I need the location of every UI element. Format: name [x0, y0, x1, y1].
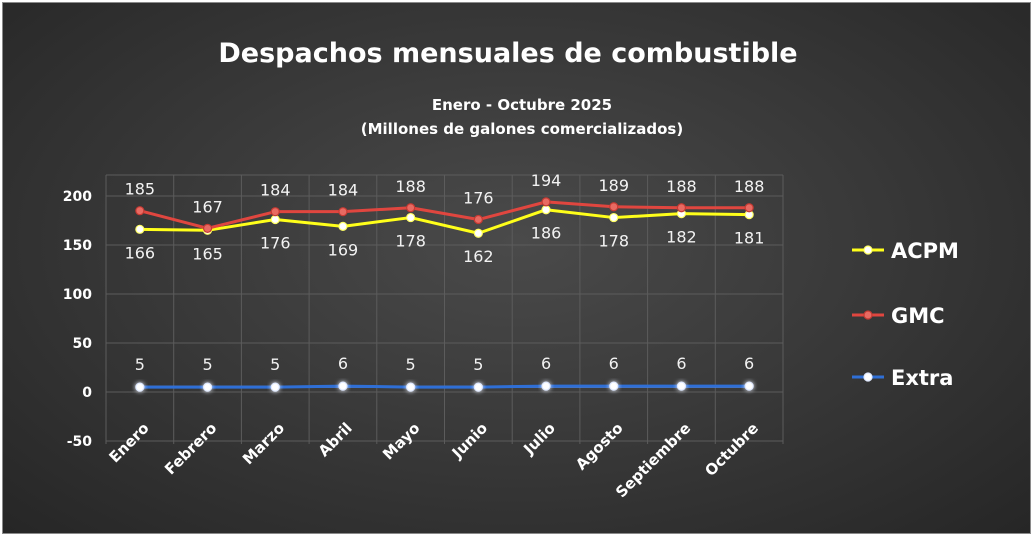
data-label-extra: 6 [609, 354, 619, 373]
data-label-gmc: 188 [734, 177, 765, 196]
data-label-gmc: 188 [666, 177, 697, 196]
point-extra [541, 381, 551, 391]
data-label-extra: 6 [676, 354, 686, 373]
data-label-extra: 5 [473, 355, 483, 374]
legend-marker-gmc [863, 310, 873, 320]
point-gmc [473, 214, 483, 225]
point-acpm [270, 214, 280, 225]
point-acpm [609, 212, 619, 223]
data-label-extra: 6 [338, 354, 348, 373]
point-gmc [609, 202, 619, 212]
data-label-extra: 6 [744, 354, 754, 373]
legend-label-extra: Extra [891, 366, 953, 390]
point-gmc [270, 207, 280, 217]
y-tick-label: 0 [82, 385, 92, 401]
y-tick-label: -50 [67, 434, 93, 450]
legend-marker-extra [863, 372, 873, 382]
point-gmc [744, 203, 754, 213]
data-labels: 166 165 176 169 178 162 186 178 182 181 185 167 184 1… [125, 171, 765, 374]
point-gmc [541, 197, 551, 207]
data-label-acpm: 166 [125, 243, 156, 262]
point-extra [676, 381, 687, 391]
grid [105, 174, 784, 444]
point-acpm [541, 205, 551, 215]
point-gmc [406, 203, 416, 213]
data-label-gmc: 184 [328, 181, 359, 200]
chart-subtitle-line1: Enero - Octubre 2025 [432, 96, 612, 114]
point-acpm [473, 228, 483, 238]
chart-title: Despachos mensuales de combustible [218, 38, 797, 69]
legend: ACPM GMC Extra [852, 239, 959, 390]
legend-marker-acpm [863, 245, 873, 255]
data-label-extra: 5 [135, 355, 145, 374]
point-extra [406, 382, 416, 392]
x-tick-label: Enero [105, 419, 152, 466]
series-line-acpm [139, 208, 750, 235]
legend-label-acpm: ACPM [891, 239, 959, 263]
data-label-acpm: 182 [666, 228, 697, 247]
point-gmc [338, 207, 348, 217]
data-label-extra: 6 [541, 354, 551, 373]
y-tick-label: 200 [63, 189, 92, 205]
series-line-gmc [139, 200, 750, 230]
data-label-acpm: 178 [395, 232, 426, 251]
series-group [135, 197, 754, 392]
point-extra [338, 381, 348, 391]
point-gmc [135, 206, 145, 216]
chart-subtitle-line2: (Millones de galones comercializados) [361, 120, 683, 138]
data-label-acpm: 176 [260, 234, 291, 253]
data-label-extra: 5 [202, 355, 212, 374]
data-label-gmc: 189 [598, 176, 629, 195]
point-extra [270, 382, 280, 392]
data-label-gmc: 184 [260, 181, 291, 200]
point-extra [135, 382, 145, 392]
data-label-gmc: 176 [463, 189, 494, 208]
legend-label-gmc: GMC [891, 304, 945, 328]
point-extra [202, 382, 213, 392]
data-label-extra: 5 [406, 355, 416, 374]
point-extra [473, 382, 483, 392]
data-label-acpm: 165 [192, 244, 223, 263]
point-gmc [676, 203, 687, 213]
data-label-acpm: 181 [734, 229, 765, 248]
y-tick-label: 50 [73, 336, 93, 352]
point-acpm [338, 221, 348, 231]
x-tick-label: Octubre [701, 419, 762, 480]
data-label-gmc: 167 [192, 197, 223, 216]
point-acpm [406, 212, 416, 223]
point-extra [744, 381, 754, 391]
data-label-acpm: 162 [463, 247, 494, 266]
data-label-acpm: 186 [531, 224, 562, 243]
x-tick-label: Febrero [161, 419, 220, 478]
y-tick-label: 150 [63, 238, 92, 254]
data-label-gmc: 194 [531, 171, 562, 190]
y-tick-label: 100 [63, 287, 92, 303]
x-tick-label: Abril [315, 419, 356, 460]
point-extra [609, 381, 619, 391]
point-acpm [135, 224, 145, 234]
x-tick-label: Julio [519, 419, 558, 458]
x-tick-label: Marzo [239, 419, 288, 468]
data-label-gmc: 185 [125, 180, 156, 199]
data-label-gmc: 188 [395, 177, 426, 196]
point-gmc [202, 223, 213, 233]
x-axis: Enero Febrero Marzo Abril Mayo Junio Julio Agos… [105, 419, 762, 501]
series-line-extra [139, 384, 750, 389]
chart-svg: Despachos mensuales de combustible Enero… [63, 38, 959, 501]
y-axis: -50 0 50 100 150 200 [63, 189, 92, 450]
data-label-extra: 5 [270, 355, 280, 374]
data-label-acpm: 178 [598, 232, 629, 251]
data-label-acpm: 169 [328, 240, 359, 259]
